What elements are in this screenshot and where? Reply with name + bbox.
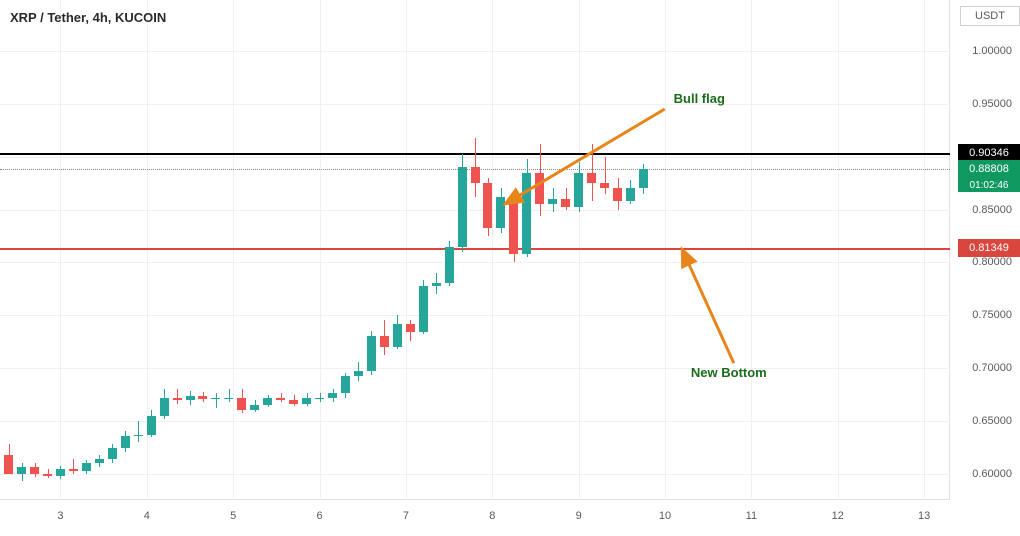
new-bottom-arrow xyxy=(670,237,746,375)
candle-wick xyxy=(138,421,139,442)
ytick-label: 0.70000 xyxy=(972,362,1012,374)
ytick-label: 0.65000 xyxy=(972,415,1012,427)
gridline-h xyxy=(0,210,950,211)
candle-wick xyxy=(216,393,217,408)
xtick-label: 10 xyxy=(659,510,671,522)
candle-body xyxy=(211,398,220,399)
candle-body xyxy=(224,398,233,399)
xtick-label: 7 xyxy=(403,510,409,522)
candle-body xyxy=(237,398,246,411)
candle-body xyxy=(147,416,156,435)
gridline-h xyxy=(0,421,950,422)
candle-body xyxy=(160,398,169,416)
bull-flag-label: Bull flag xyxy=(674,91,725,106)
candle-body xyxy=(341,376,350,393)
candle-body xyxy=(354,371,363,376)
candle-wick xyxy=(177,389,178,404)
candle-body xyxy=(367,336,376,371)
candle-body xyxy=(393,324,402,347)
candle-body xyxy=(419,286,428,332)
candle-body xyxy=(69,469,78,471)
candle-body xyxy=(483,183,492,227)
candle-body xyxy=(276,398,285,400)
candle-body xyxy=(134,435,143,436)
ytick-label: 0.60000 xyxy=(972,468,1012,480)
candle-body xyxy=(432,283,441,285)
x-axis: 3 4 5 6 7 8 9 10 11 12 13 xyxy=(0,500,950,536)
gridline-h xyxy=(0,51,950,52)
ytick-label: 0.80000 xyxy=(972,256,1012,268)
gridline-h xyxy=(0,262,950,263)
candle-body xyxy=(198,396,207,398)
xtick-label: 3 xyxy=(57,510,63,522)
xtick-label: 5 xyxy=(230,510,236,522)
bull-flag-arrow xyxy=(493,97,677,216)
xtick-label: 8 xyxy=(489,510,495,522)
candle-body xyxy=(4,455,13,474)
gridline-h xyxy=(0,474,950,475)
candle-body xyxy=(17,467,26,473)
candle-body xyxy=(458,167,467,246)
price-green: 0.88808 xyxy=(958,160,1020,178)
xtick-label: 6 xyxy=(316,510,322,522)
ytick-label: 0.85000 xyxy=(972,204,1012,216)
candle-body xyxy=(186,396,195,399)
candle-body xyxy=(302,398,311,404)
candle-body xyxy=(30,467,39,473)
candle-body xyxy=(328,393,337,397)
chart-plot-area[interactable] xyxy=(0,0,950,500)
candle-wick xyxy=(229,389,230,402)
candle-body xyxy=(82,463,91,471)
chart-title: XRP / Tether, 4h, KUCOIN xyxy=(10,10,166,25)
xtick-label: 11 xyxy=(746,510,757,522)
candle-body xyxy=(406,324,415,332)
ytick-label: 0.95000 xyxy=(972,98,1012,110)
candle-body xyxy=(315,398,324,399)
red-level xyxy=(0,248,950,250)
xtick-label: 13 xyxy=(918,510,930,522)
candle-body xyxy=(445,247,454,284)
xtick-label: 4 xyxy=(144,510,150,522)
candle-body xyxy=(56,469,65,475)
ytick-label: 0.75000 xyxy=(972,309,1012,321)
candle-body xyxy=(289,400,298,404)
candle-body xyxy=(263,398,272,405)
gridline-h xyxy=(0,368,950,369)
countdown: 01:02:46 xyxy=(958,178,1020,192)
candle-body xyxy=(43,474,52,476)
xtick-label: 9 xyxy=(576,510,582,522)
ytick-label: 1.00000 xyxy=(972,45,1012,57)
candle-body xyxy=(380,336,389,347)
candle-body xyxy=(108,448,117,459)
candle-body xyxy=(471,167,480,183)
candle-body xyxy=(95,459,104,463)
gridline-h xyxy=(0,315,950,316)
price-red: 0.81349 xyxy=(958,239,1020,257)
candle-body xyxy=(121,436,130,449)
candle-body xyxy=(250,405,259,410)
gridline-h xyxy=(0,104,950,105)
candle-body xyxy=(173,398,182,400)
xtick-label: 12 xyxy=(832,510,844,522)
